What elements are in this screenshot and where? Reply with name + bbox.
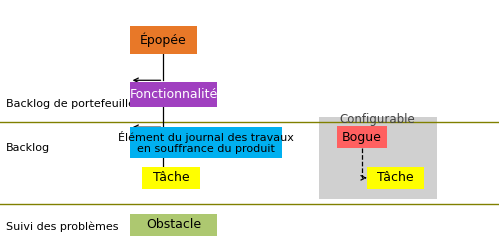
Text: Obstacle: Obstacle: [146, 218, 201, 231]
Text: Fonctionnalité: Fonctionnalité: [129, 88, 218, 101]
Text: Bogue: Bogue: [342, 131, 382, 144]
Text: Tâche: Tâche: [377, 171, 414, 184]
Text: Épopée: Épopée: [140, 33, 187, 47]
Bar: [130, 82, 217, 107]
Text: Suivi des problèmes: Suivi des problèmes: [6, 222, 118, 232]
Text: Tâche: Tâche: [153, 171, 189, 184]
Bar: [130, 26, 197, 54]
Bar: [130, 127, 282, 158]
Text: Backlog: Backlog: [6, 143, 50, 153]
Bar: [367, 167, 424, 189]
Bar: [130, 214, 217, 236]
Text: Élément du journal des travaux
en souffrance du produit: Élément du journal des travaux en souffr…: [118, 131, 294, 154]
Bar: [337, 126, 387, 148]
Bar: [142, 167, 200, 189]
Text: Configurable: Configurable: [340, 113, 416, 126]
Bar: [319, 117, 437, 199]
Text: Backlog de portefeuille: Backlog de portefeuille: [6, 99, 135, 109]
